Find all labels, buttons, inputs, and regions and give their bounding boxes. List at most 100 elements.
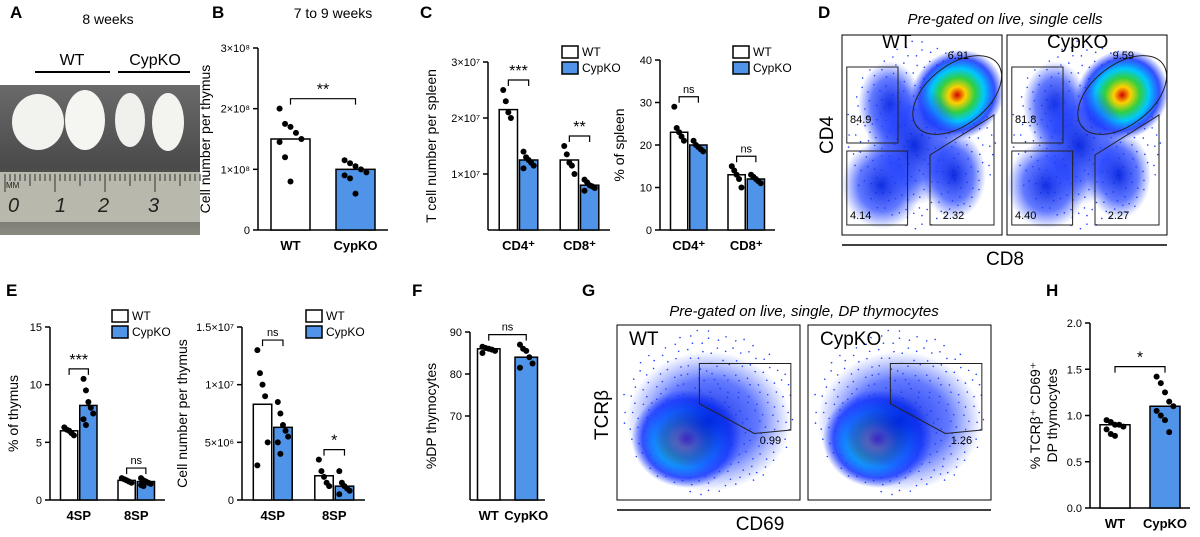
event bbox=[1146, 144, 1149, 146]
event bbox=[943, 344, 945, 347]
y-axis-label: DP thymocytes bbox=[1044, 369, 1060, 463]
event bbox=[1021, 123, 1024, 126]
thymus bbox=[152, 93, 184, 151]
event bbox=[717, 339, 720, 341]
gate-value: 6.91 bbox=[948, 50, 969, 62]
flow-plot bbox=[841, 34, 1003, 236]
data-point bbox=[264, 439, 271, 446]
data-point bbox=[336, 468, 343, 475]
data-point bbox=[276, 105, 283, 112]
event bbox=[1086, 214, 1088, 217]
event bbox=[686, 348, 689, 351]
data-point bbox=[70, 432, 77, 439]
data-point bbox=[282, 154, 289, 161]
event bbox=[916, 64, 918, 67]
x-tick-label: 8SP bbox=[124, 508, 149, 523]
bar bbox=[476, 348, 501, 501]
event bbox=[1079, 227, 1082, 230]
gate bbox=[1077, 55, 1168, 135]
gate bbox=[1011, 150, 1074, 226]
legend-swatch bbox=[111, 309, 129, 323]
sig-label: * bbox=[1137, 350, 1143, 367]
event bbox=[859, 140, 862, 143]
event bbox=[648, 354, 650, 357]
event bbox=[653, 359, 656, 362]
event bbox=[700, 493, 702, 496]
panel-letter: G bbox=[582, 281, 595, 300]
y-tick-label: 1×10⁷ bbox=[451, 169, 480, 181]
photo-title: 8 weeks bbox=[82, 11, 133, 27]
x-tick-label: CD4⁺ bbox=[502, 238, 535, 253]
event bbox=[623, 422, 626, 424]
data-point bbox=[259, 381, 266, 388]
thymus bbox=[12, 94, 64, 150]
gate bbox=[698, 363, 792, 435]
ruler-label: 1 bbox=[55, 195, 66, 217]
event bbox=[931, 352, 933, 354]
flow-xlabel: CD69 bbox=[736, 514, 785, 535]
flow-xlabel: CD8 bbox=[986, 249, 1024, 270]
event bbox=[887, 329, 890, 332]
y-axis-label: Cell number per thymus bbox=[174, 339, 190, 488]
event bbox=[634, 386, 637, 388]
y-axis-label: % of thymus bbox=[5, 375, 21, 452]
event bbox=[854, 134, 857, 136]
event bbox=[1154, 173, 1156, 176]
event bbox=[718, 490, 721, 492]
event bbox=[939, 350, 941, 353]
event bbox=[725, 336, 727, 338]
flow-ylabel: TCRβ bbox=[592, 390, 613, 440]
event bbox=[1077, 72, 1080, 74]
data-point bbox=[1153, 373, 1160, 380]
event bbox=[898, 337, 901, 339]
gate bbox=[1011, 66, 1064, 144]
event bbox=[1156, 153, 1159, 156]
event bbox=[734, 340, 737, 342]
event bbox=[877, 348, 880, 351]
sig-label: ns bbox=[267, 327, 279, 339]
event bbox=[991, 153, 994, 156]
event bbox=[898, 330, 901, 332]
event bbox=[978, 383, 981, 386]
bar bbox=[514, 356, 539, 501]
data-point bbox=[530, 162, 537, 169]
y-axis-label: % of spleen bbox=[611, 108, 627, 181]
event bbox=[844, 359, 847, 362]
event bbox=[892, 342, 894, 345]
event bbox=[959, 353, 962, 356]
data-point bbox=[321, 473, 328, 480]
data-point bbox=[357, 166, 364, 173]
data-point bbox=[347, 160, 354, 167]
flow-title: Pre-gated on live, single cells bbox=[907, 11, 1103, 28]
data-point bbox=[680, 137, 687, 144]
event bbox=[1086, 41, 1088, 43]
data-point bbox=[526, 354, 533, 361]
event bbox=[1013, 134, 1015, 136]
event bbox=[911, 40, 913, 43]
event bbox=[689, 335, 692, 337]
legend-label: CypKO bbox=[326, 325, 365, 339]
event bbox=[791, 418, 794, 421]
event bbox=[967, 369, 970, 372]
ruler-label: 3 bbox=[148, 195, 159, 217]
data-point bbox=[1103, 426, 1110, 433]
legend-swatch bbox=[732, 45, 750, 59]
event bbox=[915, 55, 918, 57]
event bbox=[776, 369, 779, 372]
gate bbox=[1094, 114, 1160, 226]
event bbox=[936, 217, 938, 220]
data-point bbox=[80, 375, 87, 382]
y-tick-label: 1×10⁸ bbox=[221, 164, 250, 176]
legend-swatch bbox=[305, 309, 323, 323]
event bbox=[639, 370, 641, 372]
data-point bbox=[82, 422, 89, 429]
event bbox=[921, 41, 923, 43]
event bbox=[994, 142, 997, 144]
gate bbox=[912, 55, 1003, 135]
event bbox=[912, 212, 915, 215]
density-blob bbox=[922, 131, 986, 219]
data-point bbox=[571, 171, 578, 177]
event bbox=[624, 411, 626, 414]
event bbox=[853, 115, 856, 118]
y-tick-label: 1.5 bbox=[1067, 364, 1082, 376]
